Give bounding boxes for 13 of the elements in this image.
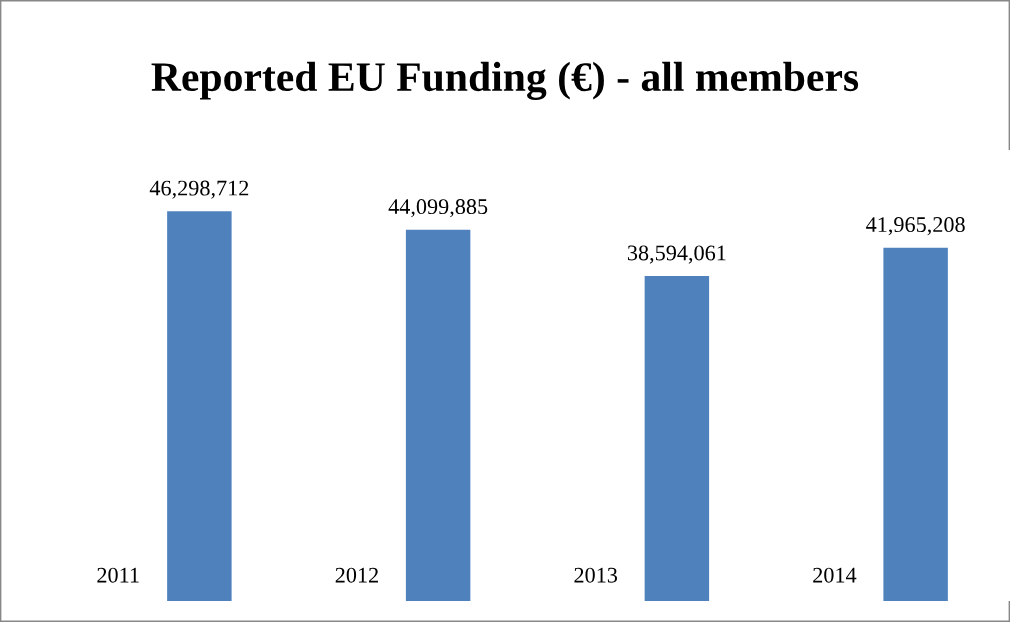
x-tick-label: 2014	[813, 567, 857, 583]
bar	[644, 276, 710, 601]
bar	[883, 247, 948, 601]
data-label: 41,965,208	[866, 217, 965, 236]
data-label: 46,298,712	[149, 180, 249, 199]
bar	[405, 229, 471, 601]
bar	[167, 211, 232, 601]
data-label: 44,099,885	[388, 199, 488, 218]
data-label: 38,594,061	[627, 245, 726, 264]
x-tick-label: 2013	[574, 567, 618, 583]
x-tick-label: 2011	[97, 567, 139, 583]
chart-title: Reported EU Funding (€) - all members	[151, 61, 859, 100]
x-tick-label: 2012	[335, 567, 378, 583]
